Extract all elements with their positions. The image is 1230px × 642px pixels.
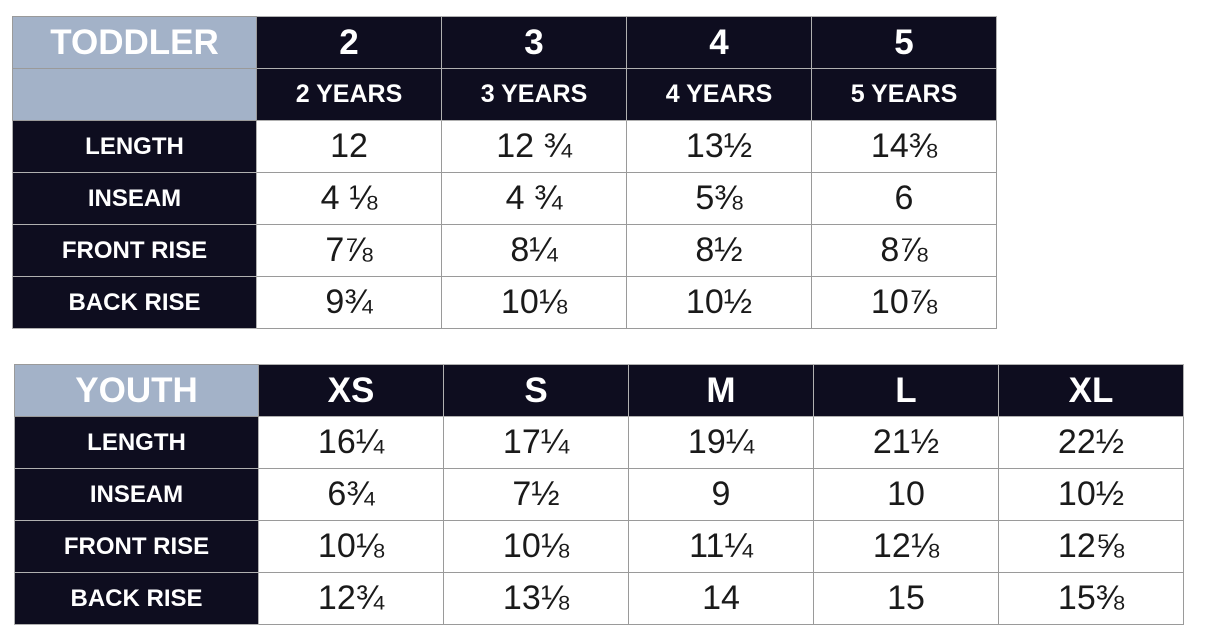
row-label: FRONT RISE (12, 224, 257, 277)
youth-size-table: YOUTH XS S M L XL LENGTH 16¼ 17¼ 19¼ 21½… (14, 364, 1184, 625)
toddler-row-front-rise: FRONT RISE 7⅞ 8¼ 8½ 8⅞ (12, 224, 997, 277)
measurement-cell: 17¼ (443, 416, 629, 469)
youth-size-header: S (443, 364, 629, 417)
measurement-cell: 8¼ (441, 224, 627, 277)
measurement-cell: 15⅜ (998, 572, 1184, 625)
row-label: BACK RISE (12, 276, 257, 329)
toddler-corner-blank (12, 68, 257, 121)
toddler-row-back-rise: BACK RISE 9¾ 10⅛ 10½ 10⅞ (12, 276, 997, 329)
measurement-cell: 10 (813, 468, 999, 521)
measurement-cell: 10⅛ (443, 520, 629, 573)
measurement-cell: 10⅞ (811, 276, 997, 329)
measurement-cell: 8½ (626, 224, 812, 277)
measurement-cell: 14 (628, 572, 814, 625)
measurement-cell: 5⅜ (626, 172, 812, 225)
toddler-years-header: 4 YEARS (626, 68, 812, 121)
row-label: BACK RISE (14, 572, 259, 625)
measurement-cell: 10⅛ (441, 276, 627, 329)
toddler-years-header: 3 YEARS (441, 68, 627, 121)
measurement-cell: 4 ¾ (441, 172, 627, 225)
toddler-years-header: 2 YEARS (256, 68, 442, 121)
toddler-size-header-row: TODDLER 2 3 4 5 (12, 16, 997, 69)
toddler-size-table: TODDLER 2 3 4 5 2 YEARS 3 YEARS 4 YEARS … (12, 16, 997, 329)
measurement-cell: 12¾ (258, 572, 444, 625)
row-label: FRONT RISE (14, 520, 259, 573)
toddler-size-header: 5 (811, 16, 997, 69)
youth-size-header: XS (258, 364, 444, 417)
row-label: LENGTH (14, 416, 259, 469)
youth-row-back-rise: BACK RISE 12¾ 13⅛ 14 15 15⅜ (14, 572, 1184, 625)
youth-corner-label: YOUTH (14, 364, 259, 417)
youth-size-header: XL (998, 364, 1184, 417)
toddler-row-length: LENGTH 12 12 ¾ 13½ 14⅜ (12, 120, 997, 173)
toddler-row-inseam: INSEAM 4 ⅛ 4 ¾ 5⅜ 6 (12, 172, 997, 225)
measurement-cell: 12⅝ (998, 520, 1184, 573)
measurement-cell: 6¾ (258, 468, 444, 521)
measurement-cell: 12 (256, 120, 442, 173)
measurement-cell: 16¼ (258, 416, 444, 469)
measurement-cell: 13⅛ (443, 572, 629, 625)
measurement-cell: 9¾ (256, 276, 442, 329)
measurement-cell: 7⅞ (256, 224, 442, 277)
measurement-cell: 13½ (626, 120, 812, 173)
measurement-cell: 10⅛ (258, 520, 444, 573)
measurement-cell: 6 (811, 172, 997, 225)
measurement-cell: 11¼ (628, 520, 814, 573)
measurement-cell: 4 ⅛ (256, 172, 442, 225)
toddler-corner-label: TODDLER (12, 16, 257, 69)
toddler-size-header: 2 (256, 16, 442, 69)
measurement-cell: 8⅞ (811, 224, 997, 277)
youth-size-header: M (628, 364, 814, 417)
youth-size-header-row: YOUTH XS S M L XL (14, 364, 1184, 417)
measurement-cell: 21½ (813, 416, 999, 469)
toddler-size-header: 4 (626, 16, 812, 69)
measurement-cell: 10½ (626, 276, 812, 329)
toddler-years-header: 5 YEARS (811, 68, 997, 121)
row-label: INSEAM (12, 172, 257, 225)
youth-row-inseam: INSEAM 6¾ 7½ 9 10 10½ (14, 468, 1184, 521)
measurement-cell: 7½ (443, 468, 629, 521)
measurement-cell: 12⅛ (813, 520, 999, 573)
measurement-cell: 15 (813, 572, 999, 625)
youth-row-front-rise: FRONT RISE 10⅛ 10⅛ 11¼ 12⅛ 12⅝ (14, 520, 1184, 573)
measurement-cell: 22½ (998, 416, 1184, 469)
measurement-cell: 14⅜ (811, 120, 997, 173)
youth-row-length: LENGTH 16¼ 17¼ 19¼ 21½ 22½ (14, 416, 1184, 469)
toddler-size-header: 3 (441, 16, 627, 69)
youth-size-header: L (813, 364, 999, 417)
measurement-cell: 12 ¾ (441, 120, 627, 173)
measurement-cell: 10½ (998, 468, 1184, 521)
toddler-years-header-row: 2 YEARS 3 YEARS 4 YEARS 5 YEARS (12, 68, 997, 121)
row-label: INSEAM (14, 468, 259, 521)
measurement-cell: 9 (628, 468, 814, 521)
measurement-cell: 19¼ (628, 416, 814, 469)
row-label: LENGTH (12, 120, 257, 173)
